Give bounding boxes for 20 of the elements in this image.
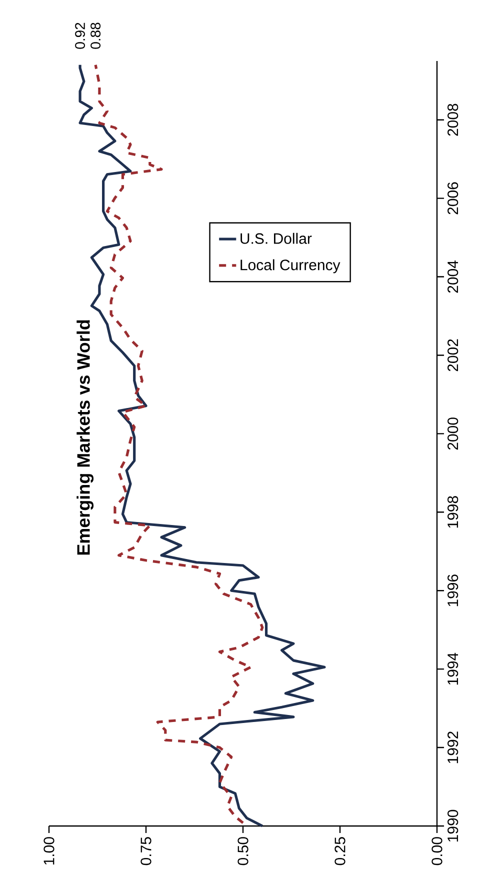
- y-tick-label: 1998: [448, 496, 458, 528]
- text: Emerging Markets vs World: [76, 320, 94, 555]
- y-tick-label: 1996: [448, 574, 458, 606]
- y-tick-label: 2008: [448, 104, 458, 136]
- annotation: 0.88: [90, 22, 101, 49]
- legend-label: Local Currency: [240, 259, 340, 274]
- x-tick-label: 0.00: [432, 837, 442, 866]
- y-tick-label: 2006: [448, 182, 458, 214]
- x-tick-label: 0.50: [238, 837, 248, 866]
- x-tick-label: 0.75: [140, 837, 152, 866]
- y-tick-label: 2000: [448, 418, 458, 450]
- y-tick-label: 1994: [448, 652, 458, 685]
- y-tick-label: 2004: [448, 260, 458, 293]
- legend-label: U.S. Dollar: [240, 232, 312, 244]
- y-tick-label: 1990: [448, 810, 458, 842]
- x-tick-label: 0.25: [334, 837, 346, 866]
- y-tick-label: 1992: [448, 732, 458, 764]
- y-tick-label: 2002: [448, 339, 458, 372]
- x-tick-label: 1.00: [44, 837, 54, 865]
- annotation: 0.92: [75, 22, 85, 49]
